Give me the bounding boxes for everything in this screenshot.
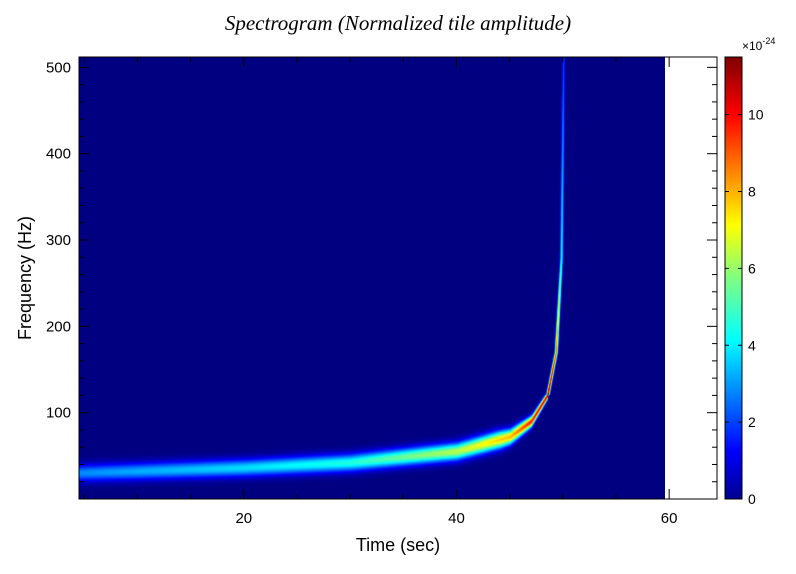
y-tick-label: 300	[46, 232, 71, 249]
y-tick-label: 100	[46, 405, 71, 422]
y-axis-ticks: 100 200 300 400 500	[46, 59, 717, 483]
y-axis-label: Frequency (Hz)	[15, 216, 35, 340]
colorbar-multiplier: ×10-24	[742, 36, 775, 53]
colorbar-tick-label: 10	[748, 107, 764, 123]
plot-frame	[78, 56, 718, 500]
x-axis-label: Time (sec)	[356, 535, 440, 555]
y-tick-label: 400	[46, 146, 71, 163]
spectrogram-heatmap	[79, 57, 665, 499]
colorbar-gradient	[725, 57, 742, 499]
x-tick-label: 60	[661, 510, 678, 527]
colorbar-tick-label: 8	[748, 184, 756, 200]
x-tick-label: 40	[448, 510, 465, 527]
x-axis-ticks: 20 40 60	[83, 57, 678, 527]
plot-area: 20 40 60 100 200 300 400 500	[46, 56, 718, 527]
chart-title: Spectrogram (Normalized tile amplitude)	[225, 11, 571, 35]
colorbar: 0 2 4 6 8 10 ×10-24	[724, 36, 775, 507]
y-tick-label: 200	[46, 318, 71, 335]
colorbar-tick-label: 4	[748, 337, 756, 353]
y-tick-label: 500	[46, 59, 71, 76]
colorbar-frame	[724, 56, 743, 500]
colorbar-ticks: 0 2 4 6 8 10	[725, 107, 764, 507]
colorbar-tick-label: 0	[748, 491, 756, 507]
colorbar-tick-label: 2	[748, 414, 756, 430]
colorbar-tick-label: 6	[748, 260, 756, 276]
x-tick-label: 20	[235, 510, 252, 527]
